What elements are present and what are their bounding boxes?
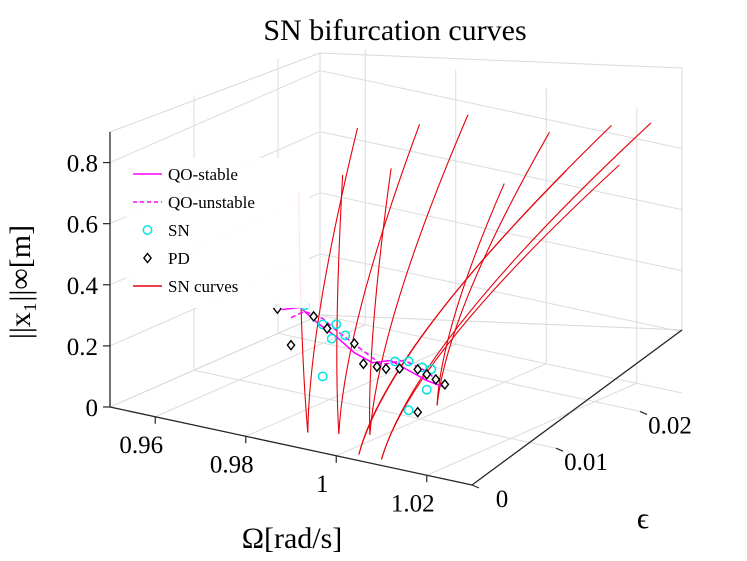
- sn-curve: [307, 127, 359, 433]
- legend-swatch: [142, 225, 153, 235]
- x-tick-label: 1: [316, 471, 329, 498]
- axis-lines: [109, 132, 683, 486]
- legend-label: SN curves: [168, 277, 238, 296]
- pd-point: [349, 337, 359, 350]
- z-tick-label: 0.2: [67, 334, 98, 361]
- pd-point: [358, 358, 368, 370]
- grid-line-z: [109, 314, 321, 408]
- pd-point: [440, 378, 450, 391]
- sn-curves-series: [298, 114, 652, 460]
- y-tick-label: 0: [496, 486, 509, 513]
- sn-point: [317, 371, 328, 382]
- sn-point: [403, 405, 414, 416]
- tick-labels: 0.96 0.98 1 1.02 0 0.01 0.02 0 0.2 0.4 0.6 0.8: [67, 151, 692, 518]
- grid-line-x: [336, 363, 547, 457]
- grid-line-z-wall: [319, 192, 683, 272]
- y-axis-label: ϵ: [637, 502, 649, 535]
- grid-line-z-wall: [319, 70, 683, 150]
- legend-box: [126, 158, 309, 308]
- legend-label: SN: [168, 221, 190, 240]
- pd-point: [413, 363, 423, 376]
- z-tick-label: 0.8: [67, 151, 98, 178]
- grid-line-x: [155, 324, 366, 418]
- pd-point: [309, 310, 319, 323]
- sn-curve: [369, 168, 392, 435]
- z-tick-label: 0.6: [67, 212, 98, 239]
- grid-line-x: [426, 382, 637, 476]
- x-tick-label: 0.96: [119, 432, 163, 459]
- pd-point: [422, 368, 432, 381]
- qo-series: [281, 306, 446, 389]
- sn-point: [331, 319, 342, 330]
- grid-line-y: [277, 332, 641, 412]
- sn-point: [421, 384, 432, 395]
- legend-label: QO-stable: [168, 165, 238, 184]
- qo-unstable-line: [290, 310, 446, 389]
- pd-point: [322, 322, 332, 335]
- pd-point: [286, 339, 296, 351]
- pd-point: [381, 363, 391, 375]
- z-tick-label: 0: [86, 395, 99, 422]
- grid-line-y: [193, 369, 557, 449]
- sn-curve: [369, 114, 469, 435]
- sn-curve: [336, 174, 344, 434]
- y-tick-mark: [639, 410, 648, 415]
- sn-curve: [338, 124, 421, 434]
- sn-curve: [358, 125, 612, 455]
- grid-lines: [109, 49, 683, 486]
- grid-line-z: [109, 70, 321, 164]
- grid-line-z-wall: [319, 253, 683, 333]
- x-tick-label: 1.02: [391, 490, 435, 517]
- legend: QO-stable QO-unstable SN PD SN curves: [126, 158, 309, 308]
- legend-label: QO-unstable: [168, 193, 255, 212]
- axes-box: [108, 52, 684, 486]
- grid-line-z-wall: [319, 314, 683, 394]
- x-axis-label: Ω[rad/s]: [242, 522, 343, 555]
- pd-point: [372, 361, 382, 373]
- sn-point: [326, 333, 337, 344]
- y-tick-label: 0.02: [648, 412, 692, 439]
- sn-point: [390, 356, 401, 367]
- legend-label: PD: [168, 249, 190, 268]
- sn-point: [403, 356, 414, 367]
- qo-stable-line: [281, 306, 446, 389]
- grid-line-z-wall: [319, 131, 683, 211]
- sn-curve: [380, 122, 652, 460]
- y-tick-label: 0.01: [564, 449, 608, 476]
- legend-swatch: [143, 252, 152, 264]
- x-tick-label: 0.98: [210, 451, 254, 478]
- x-axis-line: [109, 406, 473, 486]
- y-axis-line: [471, 329, 683, 486]
- sn-curve: [436, 131, 550, 406]
- grid-line-x: [245, 343, 456, 437]
- y-tick-mark: [555, 447, 564, 452]
- pd-point: [395, 362, 405, 375]
- chart-title: SN bifurcation curves: [263, 14, 526, 47]
- y-tick-mark: [471, 484, 480, 489]
- z-tick-label: 0.4: [67, 273, 99, 300]
- pd-point: [431, 373, 441, 386]
- sn-point: [340, 330, 351, 341]
- z-axis-label: ||x₁||∞[m]: [4, 225, 37, 339]
- pd-point: [413, 406, 423, 418]
